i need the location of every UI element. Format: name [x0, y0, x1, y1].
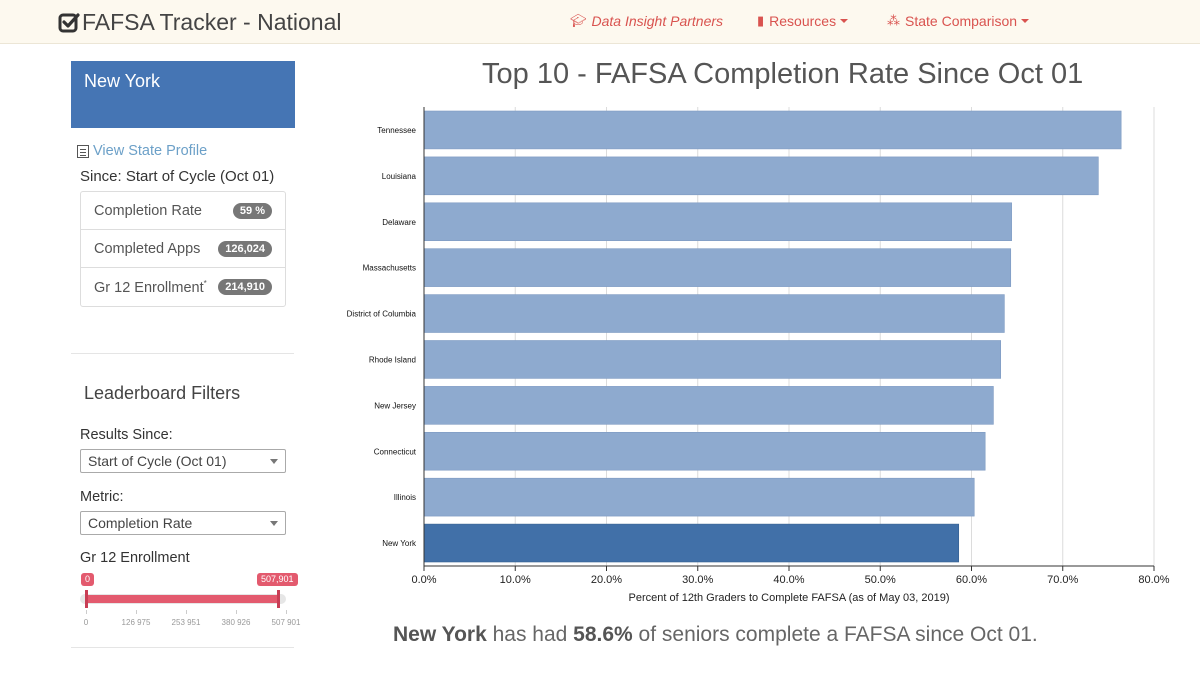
x-tick-label: 30.0% — [682, 574, 713, 586]
navbar: FAFSA Tracker - National 🎓︎ Data Insight… — [0, 0, 1200, 44]
bar — [423, 156, 1099, 196]
x-tick-label: 80.0% — [1138, 574, 1169, 586]
y-tick-label: Delaware — [382, 218, 416, 227]
footnote-marker: * — [203, 278, 207, 288]
slider-range-fill — [86, 595, 279, 603]
bar — [423, 386, 994, 425]
x-tick-label: 60.0% — [956, 574, 987, 586]
slider-min-label: 0 — [81, 573, 95, 586]
y-tick-label: Louisiana — [382, 172, 417, 181]
y-tick-label: Massachusetts — [363, 264, 416, 273]
select-value: Start of Cycle (Oct 01) — [88, 453, 227, 469]
stat-label: Completion Rate — [94, 202, 202, 219]
stat-badge: 126,024 — [218, 240, 272, 257]
bar — [423, 248, 1012, 287]
since-label: Since: Start of Cycle (Oct 01) — [80, 168, 275, 185]
stat-label: Gr 12 Enrollment* — [94, 278, 207, 296]
brand-link[interactable]: FAFSA Tracker - National — [58, 9, 341, 36]
slider-tick-label: 380 926 — [221, 618, 251, 627]
summary-post: of seniors complete a FAFSA since Oct 01… — [632, 623, 1038, 646]
y-tick-label: Rhode Island — [369, 355, 416, 364]
summary-pre: has had — [486, 623, 574, 646]
dropdown-arrow-icon — [270, 459, 278, 464]
nav-link-label: Data Insight Partners — [591, 13, 724, 29]
x-tick-label: 0.0% — [411, 574, 436, 586]
bar — [423, 431, 986, 471]
x-tick-label: 20.0% — [591, 574, 622, 586]
slider-min-handle[interactable] — [85, 590, 88, 608]
y-tick-label: Connecticut — [374, 447, 417, 456]
nav-link-label: State Comparison — [905, 13, 1018, 29]
slider-tick-mark — [86, 610, 87, 614]
brand-title: FAFSA Tracker - National — [82, 9, 342, 35]
book-icon: ▮ — [757, 13, 765, 28]
x-tick-label: 10.0% — [500, 574, 531, 586]
results-since-label: Results Since: — [80, 427, 173, 443]
y-tick-label: District of Columbia — [347, 310, 417, 319]
state-header: New York — [71, 61, 295, 128]
stat-gr12-enrollment: Gr 12 Enrollment* 214,910 — [81, 268, 285, 306]
divider — [71, 647, 294, 648]
slider-max-handle[interactable] — [277, 590, 280, 608]
y-tick-label: Tennessee — [377, 126, 416, 135]
x-tick-label: 40.0% — [773, 574, 804, 586]
stat-label: Completed Apps — [94, 240, 201, 257]
leaderboard-filters-title: Leaderboard Filters — [84, 383, 241, 403]
caret-down-icon — [840, 19, 849, 23]
chart-title: Top 10 - FAFSA Completion Rate Since Oct… — [482, 58, 1084, 90]
select-value: Completion Rate — [88, 515, 193, 531]
slider-tick-mark — [186, 610, 187, 614]
x-tick-label: 50.0% — [865, 574, 896, 586]
slider-tick-label: 507 901 — [271, 618, 301, 627]
view-state-profile-link[interactable]: View State Profile — [77, 143, 207, 159]
divider — [71, 353, 294, 354]
bar — [423, 477, 975, 517]
slider-tick-mark — [286, 610, 287, 614]
stat-completion-rate: Completion Rate 59 % — [81, 192, 285, 230]
profile-link-label: View State Profile — [93, 143, 208, 159]
metric-label: Metric: — [80, 489, 124, 505]
slider-tick-mark — [136, 610, 137, 614]
nav-resources-dropdown[interactable]: ▮ Resources — [757, 13, 849, 29]
metric-select[interactable]: Completion Rate — [80, 511, 286, 535]
stat-completed-apps: Completed Apps 126,024 — [81, 230, 285, 268]
dropdown-arrow-icon — [270, 521, 278, 526]
check-square-icon — [58, 12, 80, 32]
stat-badge: 59 % — [232, 202, 272, 219]
x-axis-label: Percent of 12th Graders to Complete FAFS… — [629, 592, 950, 604]
y-tick-label: New Jersey — [374, 401, 416, 410]
slider-max-label: 507,901 — [257, 573, 298, 586]
bar — [423, 110, 1122, 150]
y-tick-label: Illinois — [394, 493, 416, 502]
bar — [423, 294, 1005, 333]
sitemap-icon: ⁂ — [887, 13, 900, 28]
graduation-cap-icon: 🎓︎ — [570, 13, 587, 28]
bar — [423, 340, 1002, 379]
slider-tick-mark — [236, 610, 237, 614]
summary-text: New York has had 58.6% of seniors comple… — [393, 623, 1038, 647]
y-tick-label: New York — [382, 539, 417, 548]
nav-state-comparison-dropdown[interactable]: ⁂ State Comparison — [887, 13, 1030, 29]
slider-tick-label: 0 — [83, 618, 89, 627]
bar — [423, 523, 960, 563]
summary-state: New York — [393, 623, 487, 646]
slider-tick-label: 253 951 — [171, 618, 201, 627]
nav-link-label: Resources — [769, 13, 837, 29]
caret-down-icon — [1021, 19, 1030, 23]
x-tick-label: 70.0% — [1047, 574, 1078, 586]
nav-data-insight-partners[interactable]: 🎓︎ Data Insight Partners — [570, 13, 723, 29]
enrollment-label: Gr 12 Enrollment — [80, 550, 190, 566]
slider-tick-label: 126 975 — [121, 618, 151, 627]
summary-percent: 58.6% — [573, 623, 633, 646]
list-alt-icon — [77, 144, 89, 158]
stats-list: Completion Rate 59 % Completed Apps 126,… — [80, 191, 286, 307]
stat-badge: 214,910 — [218, 279, 272, 295]
bar — [423, 202, 1012, 242]
results-since-select[interactable]: Start of Cycle (Oct 01) — [80, 449, 286, 473]
